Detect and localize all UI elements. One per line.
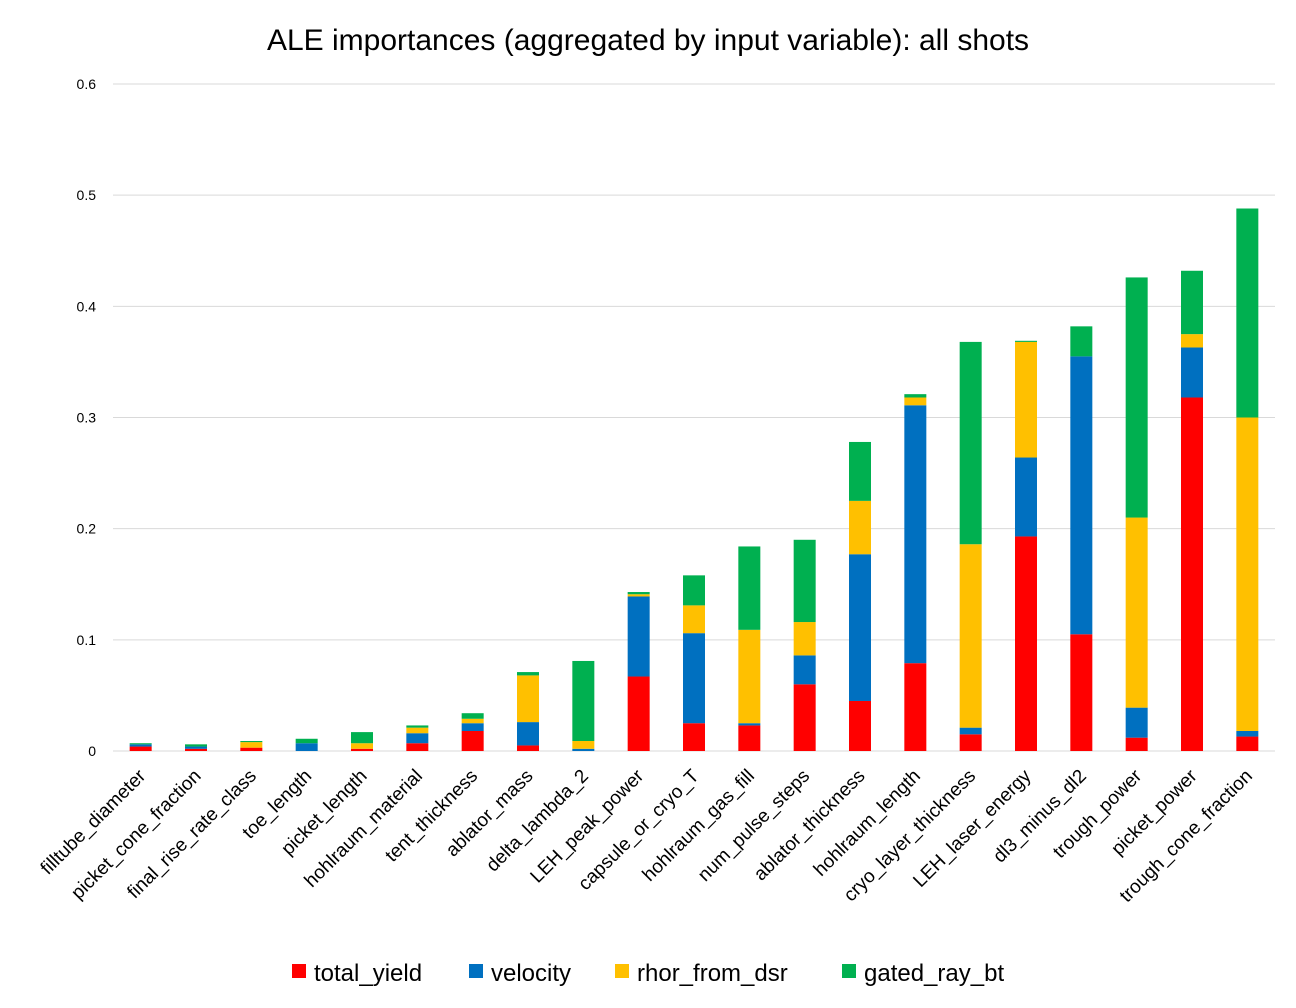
- bar-segment-gated_ray_bt: [738, 546, 761, 630]
- bar-segment-rhor_from_dsr: [1236, 417, 1259, 731]
- bar-segment-rhor_from_dsr: [240, 742, 263, 748]
- bar-segment-velocity: [793, 655, 816, 685]
- bar-segment-rhor_from_dsr: [572, 740, 595, 749]
- bar-segment-velocity: [738, 723, 761, 726]
- bar-segment-total_yield: [1070, 634, 1093, 751]
- bar-segment-velocity: [517, 722, 539, 746]
- bar-segment-total_yield: [959, 734, 982, 751]
- bar-segment-rhor_from_dsr: [517, 675, 539, 723]
- y-tick-label: 0.5: [77, 187, 97, 203]
- y-tick-label: 0.4: [77, 298, 97, 314]
- bar-segment-total_yield: [406, 743, 429, 751]
- bar-segment-total_yield: [461, 730, 484, 751]
- bar-segment-velocity: [1070, 356, 1093, 635]
- bar-segment-velocity: [406, 733, 429, 744]
- bar-segment-velocity: [1125, 707, 1148, 738]
- bar-segment-gated_ray_bt: [959, 341, 982, 545]
- bar-segment-total_yield: [738, 725, 761, 751]
- bar-segment-rhor_from_dsr: [849, 500, 871, 555]
- bar-segment-gated_ray_bt: [627, 592, 650, 595]
- bar-segment-velocity: [461, 723, 484, 731]
- bar-segment-total_yield: [517, 745, 539, 751]
- chart-title: ALE importances (aggregated by input var…: [267, 24, 1029, 57]
- bar-segment-gated_ray_bt: [849, 441, 871, 501]
- bar-segment-gated_ray_bt: [1015, 340, 1037, 342]
- y-axis-tick-labels: 0 0.1 0.2 0.3 0.4 0.5 0.6: [77, 76, 97, 759]
- bar-segment-total_yield: [904, 663, 927, 751]
- gridlines: [113, 83, 1275, 752]
- bar-segment-total_yield: [351, 748, 373, 751]
- bar-segment-total_yield: [1125, 737, 1148, 751]
- bar-segment-total_yield: [129, 746, 152, 751]
- bar-segment-total_yield: [683, 723, 705, 751]
- bar-segment-total_yield: [793, 684, 816, 751]
- bar-segment-total_yield: [185, 748, 207, 751]
- y-tick-label: 0.3: [77, 410, 97, 426]
- bar-segment-total_yield: [240, 747, 263, 751]
- bar-segment-total_yield: [1015, 536, 1037, 751]
- bar-segment-gated_ray_bt: [1181, 270, 1203, 335]
- bar-segment-gated_ray_bt: [185, 744, 207, 747]
- legend-label-velocity: velocity: [491, 960, 571, 987]
- bar-segment-gated_ray_bt: [904, 394, 927, 398]
- bar-segment-velocity: [129, 744, 152, 747]
- bar-segment-rhor_from_dsr: [1181, 334, 1203, 348]
- bar-segment-velocity: [627, 596, 650, 677]
- bar-segment-rhor_from_dsr: [1015, 341, 1037, 458]
- bar-segment-rhor_from_dsr: [406, 727, 429, 734]
- bar-segment-total_yield: [849, 700, 871, 751]
- bar-segment-total_yield: [1236, 736, 1259, 751]
- legend-label-gated_ray_bt: gated_ray_bt: [864, 960, 1004, 987]
- bar-segment-velocity: [1236, 730, 1259, 737]
- bar-segment-rhor_from_dsr: [683, 605, 705, 634]
- bar-segment-gated_ray_bt: [295, 738, 318, 744]
- bar-segment-gated_ray_bt: [1070, 326, 1093, 357]
- bar-segment-total_yield: [1181, 397, 1203, 751]
- bar-segment-gated_ray_bt: [1125, 277, 1148, 518]
- bar-segment-gated_ray_bt: [351, 732, 373, 744]
- bar-segment-rhor_from_dsr: [1125, 517, 1148, 708]
- bar-segment-rhor_from_dsr: [627, 594, 650, 597]
- bar-segment-rhor_from_dsr: [959, 544, 982, 728]
- x-axis-category-labels: filltube_diameterpicket_cone_fractionfin…: [37, 765, 1257, 907]
- bar-segment-rhor_from_dsr: [904, 397, 927, 406]
- bar-segment-velocity: [1015, 457, 1037, 537]
- bar-segment-gated_ray_bt: [129, 743, 152, 745]
- bar-segment-velocity: [295, 743, 318, 751]
- bar-segment-gated_ray_bt: [461, 713, 484, 719]
- bar-segment-gated_ray_bt: [793, 539, 816, 623]
- bar-segment-rhor_from_dsr: [461, 718, 484, 724]
- legend-swatch-rhor_from_dsr: [615, 964, 629, 978]
- bar-segment-rhor_from_dsr: [351, 743, 373, 749]
- legend: total_yield velocity rhor_from_dsr gated_ra…: [292, 960, 1004, 987]
- bar-segment-gated_ray_bt: [240, 740, 263, 743]
- bar-segment-rhor_from_dsr: [793, 622, 816, 656]
- bar-segment-gated_ray_bt: [517, 672, 539, 676]
- bar-segment-gated_ray_bt: [406, 725, 429, 728]
- legend-label-total_yield: total_yield: [314, 960, 422, 987]
- bar-segment-velocity: [904, 405, 927, 664]
- y-tick-label: 0: [88, 743, 96, 759]
- bar-segment-velocity: [1181, 347, 1203, 398]
- bar-segment-velocity: [572, 748, 595, 751]
- bar-segment-velocity: [683, 633, 705, 724]
- legend-label-rhor_from_dsr: rhor_from_dsr: [637, 960, 788, 987]
- bar-segment-velocity: [185, 746, 207, 749]
- stacked-bars: [129, 208, 1259, 751]
- x-category-label: delta_lambda_2: [482, 766, 592, 876]
- legend-swatch-velocity: [469, 964, 483, 978]
- legend-swatch-total_yield: [292, 964, 306, 978]
- bar-segment-total_yield: [627, 676, 650, 751]
- bar-segment-gated_ray_bt: [683, 575, 705, 606]
- legend-swatch-gated_ray_bt: [842, 964, 856, 978]
- y-tick-label: 0.2: [77, 521, 97, 537]
- bar-segment-velocity: [849, 554, 871, 701]
- bar-segment-rhor_from_dsr: [738, 629, 761, 724]
- y-tick-label: 0.1: [77, 632, 97, 648]
- bar-segment-velocity: [959, 727, 982, 735]
- bar-segment-gated_ray_bt: [1236, 208, 1259, 418]
- bar-segment-gated_ray_bt: [572, 660, 595, 741]
- y-tick-label: 0.6: [77, 76, 97, 92]
